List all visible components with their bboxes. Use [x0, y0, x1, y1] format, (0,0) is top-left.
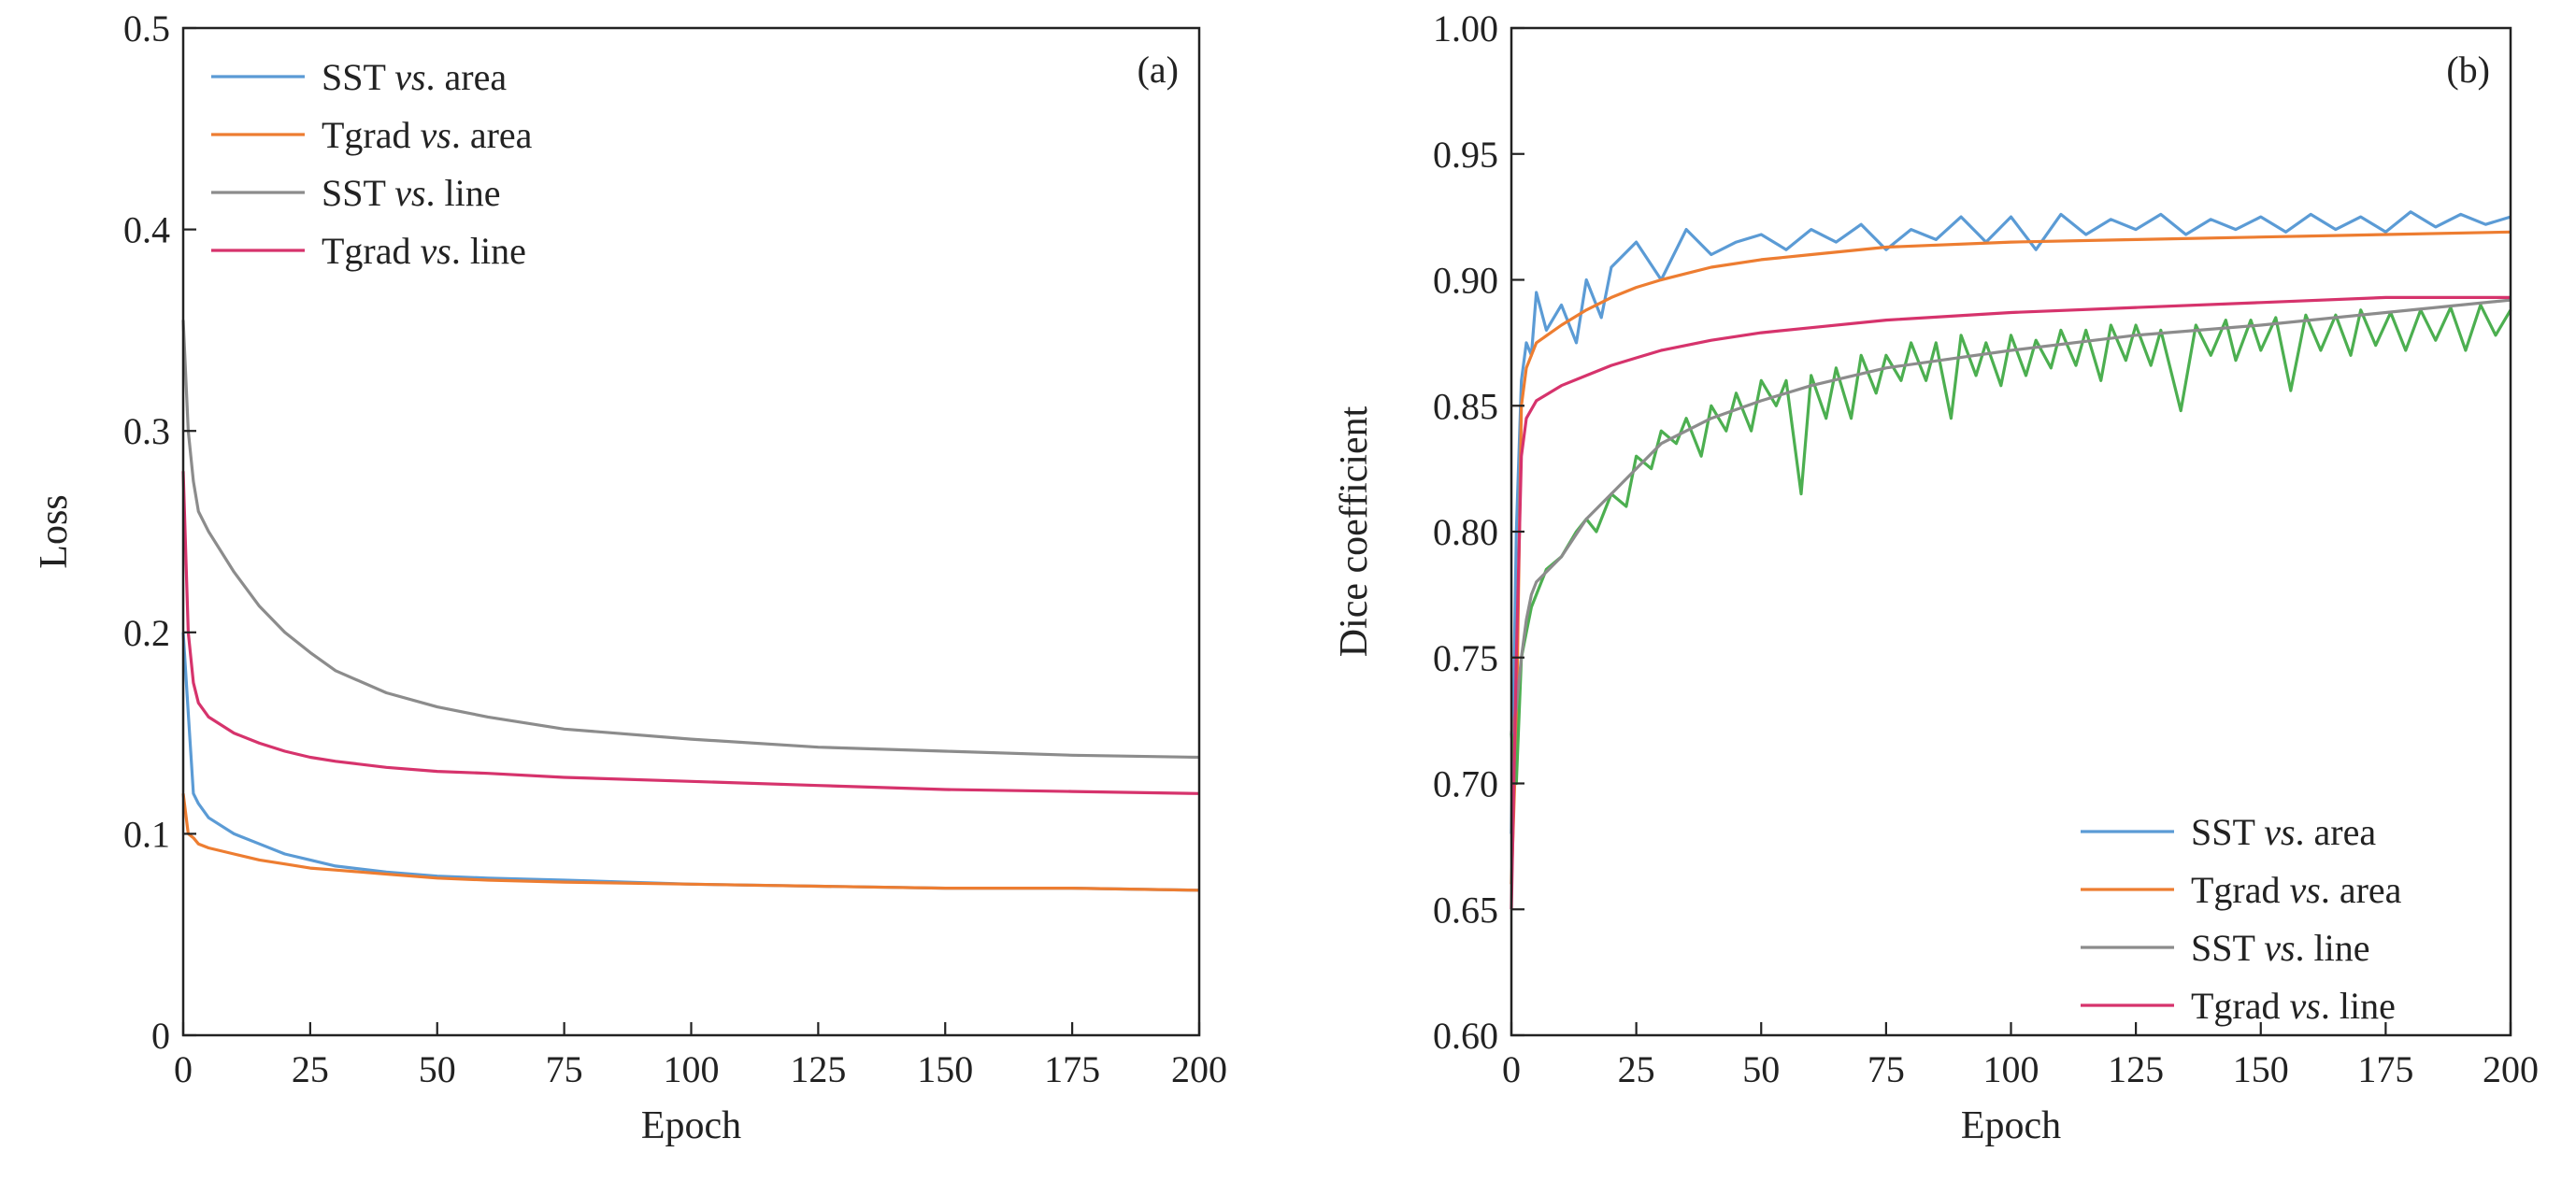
y-tick-label: 0	[151, 1015, 170, 1057]
y-tick-label: 1.00	[1433, 7, 1498, 50]
y-tick-label: 0.3	[123, 410, 170, 452]
y-tick-label: 0.90	[1433, 260, 1498, 302]
panel-label: (b)	[2446, 49, 2490, 91]
legend-label: SST vs. line	[322, 172, 501, 214]
y-tick-label: 0.80	[1433, 511, 1498, 553]
legend-text-a: SST	[2191, 927, 2264, 969]
legend-text-a: Tgrad	[322, 114, 421, 156]
x-tick-label: 0	[1502, 1048, 1521, 1090]
legend-text-b: . area	[451, 114, 533, 156]
x-tick-label: 175	[1044, 1048, 1100, 1090]
series-line-4	[181, 471, 1200, 795]
legend-text-a: Tgrad	[322, 230, 421, 272]
legend-label: SST vs. area	[2191, 811, 2376, 853]
x-tick-label: 100	[664, 1048, 720, 1090]
series-line-2	[1510, 230, 2512, 885]
panel-b-dice-chart: 0 25 50 75 100 125 150 175 200 0.60 0.65 0.70 0.75 0.…	[1333, 7, 2539, 1147]
x-tick-label: 25	[1618, 1048, 1655, 1090]
x-tick-label: 100	[1983, 1048, 2039, 1090]
x-tick-label: 125	[790, 1048, 846, 1090]
legend-text-a: Tgrad	[2191, 985, 2290, 1027]
y-tick-label: 0.60	[1433, 1015, 1498, 1057]
x-tick-label: 150	[917, 1048, 973, 1090]
y-tick-label: 0.95	[1433, 134, 1498, 176]
series-line-2	[181, 793, 1200, 892]
series-line-3	[181, 320, 1200, 760]
panel-label: (a)	[1138, 49, 1179, 91]
legend-text-vs: vs	[421, 114, 451, 156]
x-axis-label: Epoch	[1961, 1104, 2061, 1147]
y-tick-label: 0.65	[1433, 889, 1498, 931]
y-tick-label: 0.4	[123, 209, 170, 251]
x-tick-label: 0	[174, 1048, 193, 1090]
x-tick-label: 25	[292, 1048, 329, 1090]
legend-text-b: . line	[451, 230, 526, 272]
series-line-4	[1510, 298, 2512, 733]
legend-text-vs: vs	[394, 172, 425, 214]
legend-text-b: . area	[2296, 811, 2377, 853]
x-tick-label: 75	[1868, 1048, 1905, 1090]
legend-label: Tgrad vs. area	[2191, 869, 2402, 911]
y-axis-label: Loss	[33, 494, 76, 568]
legend-text-b: . line	[426, 172, 501, 214]
legend-label: Tgrad vs. line	[2191, 985, 2396, 1027]
legend-text-vs: vs	[394, 56, 425, 98]
legend-label: SST vs. line	[2191, 927, 2370, 969]
legend-text-b: . line	[2296, 927, 2370, 969]
legend-text-vs: vs	[421, 230, 451, 272]
y-tick-label: 0.5	[123, 7, 170, 50]
y-tick-label: 0.70	[1433, 763, 1498, 805]
legend-label: SST vs. area	[322, 56, 507, 98]
series-line-5	[1510, 295, 2511, 910]
legend-text-vs: vs	[2264, 927, 2295, 969]
legend-text-vs: vs	[2290, 985, 2321, 1027]
x-tick-label: 125	[2108, 1048, 2164, 1090]
panel-a-loss-chart: 0 25 50 75 100 125 150 175 200 0 0.1 0.2 0.3 0.4 0.5 Ep…	[33, 7, 1227, 1147]
x-tick-label: 50	[1742, 1048, 1780, 1090]
x-tick-label: 200	[1171, 1048, 1227, 1090]
legend-text-a: SST	[322, 56, 394, 98]
x-tick-label: 175	[2357, 1048, 2413, 1090]
x-tick-label: 75	[546, 1048, 583, 1090]
y-tick-label: 0.75	[1433, 637, 1498, 679]
x-tick-label: 200	[2483, 1048, 2539, 1090]
legend-text-a: SST	[2191, 811, 2264, 853]
legend-text-b: . area	[426, 56, 508, 98]
y-tick-label: 0.2	[123, 612, 170, 654]
x-axis-label: Epoch	[641, 1104, 741, 1147]
y-axis-label: Dice coefficient	[1333, 406, 1376, 657]
legend-label: Tgrad vs. line	[322, 230, 526, 272]
legend-text-vs: vs	[2264, 811, 2295, 853]
legend-text-b: . area	[2321, 869, 2402, 911]
legend-text-vs: vs	[2290, 869, 2321, 911]
series-line-1	[1510, 210, 2512, 834]
series-line-3	[1510, 303, 2512, 786]
legend-label: Tgrad vs. area	[322, 114, 533, 156]
x-tick-label: 50	[419, 1048, 456, 1090]
legend-text-a: Tgrad	[2191, 869, 2290, 911]
y-tick-label: 0.85	[1433, 385, 1498, 427]
legend-text-b: . line	[2321, 985, 2396, 1027]
y-tick-label: 0.1	[123, 813, 170, 855]
x-tick-label: 150	[2233, 1048, 2289, 1090]
legend-text-a: SST	[322, 172, 394, 214]
